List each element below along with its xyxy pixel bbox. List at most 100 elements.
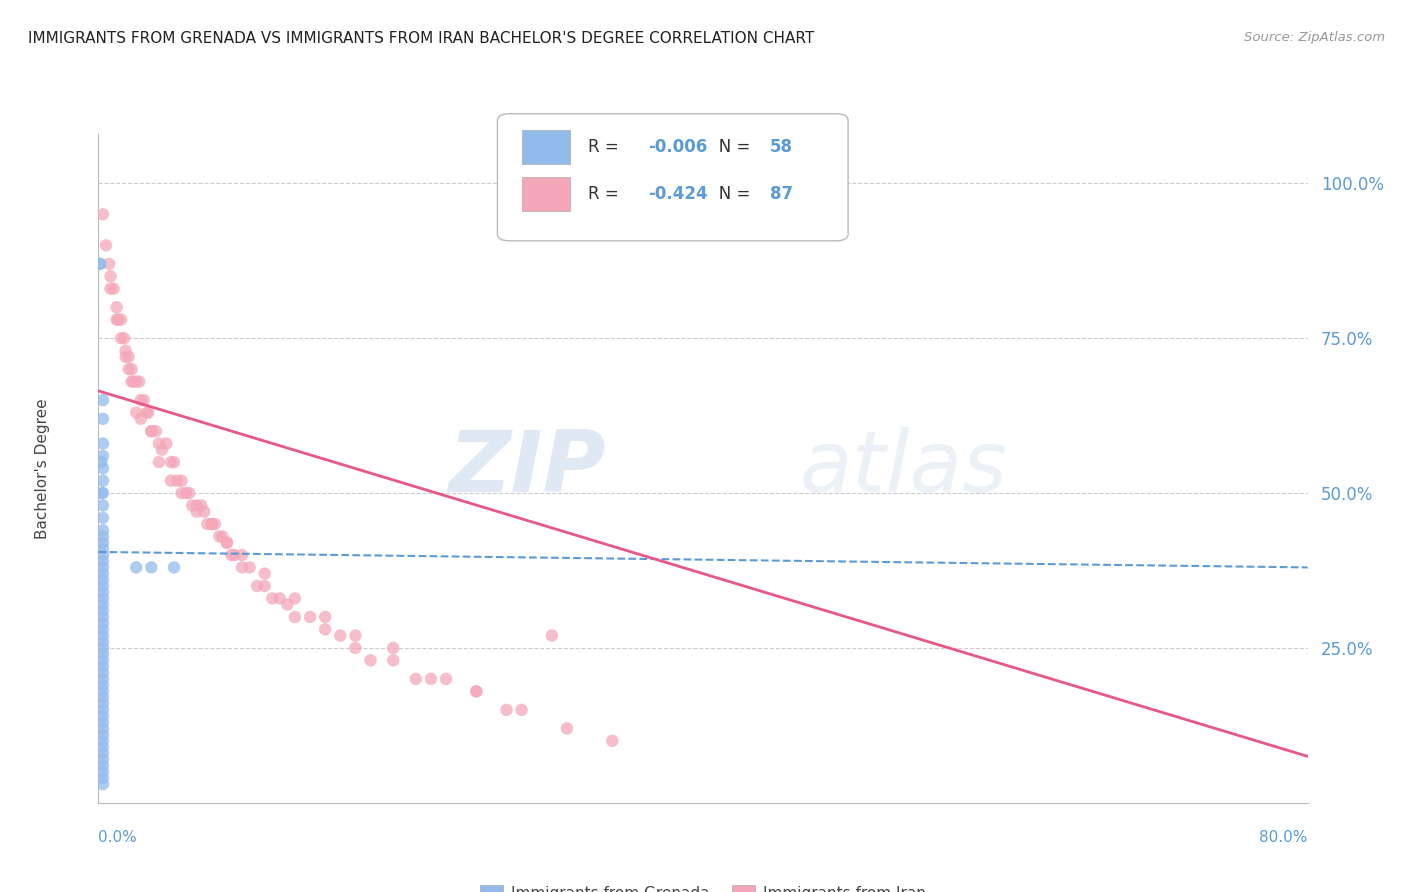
Point <box>91 715 114 730</box>
Point <box>91 764 114 779</box>
Point <box>284 591 307 606</box>
Point <box>91 560 114 574</box>
Text: 0.0%: 0.0% <box>98 830 138 845</box>
Text: 80.0%: 80.0% <box>1260 830 1308 845</box>
Text: R =: R = <box>588 138 624 156</box>
Point <box>91 709 114 723</box>
Point <box>128 375 150 389</box>
Point <box>90 455 112 469</box>
Point <box>105 312 128 326</box>
Point <box>201 517 224 532</box>
Point <box>91 752 114 766</box>
Point <box>91 734 114 748</box>
Point <box>269 591 291 606</box>
Point <box>91 436 114 450</box>
Point <box>91 598 114 612</box>
Point <box>91 499 114 513</box>
Point <box>174 486 197 500</box>
Point <box>91 566 114 581</box>
Point <box>299 610 322 624</box>
Text: R =: R = <box>588 185 624 203</box>
Y-axis label: Bachelor's Degree: Bachelor's Degree <box>35 398 51 539</box>
Point <box>91 486 114 500</box>
Point <box>91 678 114 692</box>
Point <box>91 746 114 760</box>
Point <box>91 585 114 599</box>
Point <box>107 312 129 326</box>
Point <box>91 610 114 624</box>
Point <box>344 640 367 655</box>
Text: ZIP: ZIP <box>449 426 606 510</box>
Point <box>201 517 224 532</box>
Point <box>276 598 298 612</box>
Point <box>91 535 114 549</box>
Point <box>253 579 276 593</box>
Point <box>91 411 114 425</box>
Point <box>91 665 114 680</box>
Point <box>195 517 218 532</box>
Point <box>405 672 427 686</box>
Point <box>103 282 125 296</box>
Point <box>344 629 367 643</box>
Point <box>360 653 382 667</box>
Point <box>136 406 159 420</box>
Point <box>91 647 114 661</box>
Point <box>170 474 193 488</box>
Point <box>91 548 114 562</box>
Point <box>510 703 533 717</box>
Point <box>114 343 136 358</box>
Point <box>221 548 243 562</box>
Point <box>163 560 186 574</box>
Point <box>602 734 624 748</box>
Point <box>110 312 132 326</box>
Point <box>91 697 114 711</box>
Point <box>112 331 135 345</box>
Point <box>91 207 114 221</box>
Bar <box>522 130 569 164</box>
Point <box>262 591 284 606</box>
Point <box>89 257 111 271</box>
Point <box>91 554 114 568</box>
Point <box>141 424 163 438</box>
Point <box>495 703 517 717</box>
Text: N =: N = <box>703 138 755 156</box>
Point <box>118 362 141 376</box>
Text: 87: 87 <box>769 185 793 203</box>
Point <box>125 406 148 420</box>
Point <box>91 511 114 525</box>
Text: atlas: atlas <box>800 426 1008 510</box>
Point <box>148 436 170 450</box>
Point <box>91 634 114 648</box>
Point <box>94 238 117 252</box>
Point <box>91 523 114 537</box>
Point <box>91 728 114 742</box>
Point <box>91 529 114 543</box>
Point <box>100 282 122 296</box>
Point <box>91 672 114 686</box>
Point <box>91 629 114 643</box>
Point <box>121 362 143 376</box>
Point <box>91 777 114 791</box>
Point <box>382 640 405 655</box>
Point <box>125 375 148 389</box>
Point <box>208 529 231 543</box>
Point <box>110 331 132 345</box>
Point <box>253 566 276 581</box>
Text: N =: N = <box>703 185 755 203</box>
Point <box>91 461 114 475</box>
Point <box>91 541 114 556</box>
Point <box>170 486 193 500</box>
Point <box>211 529 233 543</box>
Point <box>145 424 167 438</box>
Point <box>420 672 443 686</box>
FancyBboxPatch shape <box>498 114 848 241</box>
Point <box>155 436 177 450</box>
Point <box>160 455 183 469</box>
Point <box>91 474 114 488</box>
Point <box>122 375 145 389</box>
Point <box>465 684 488 698</box>
Point <box>314 610 336 624</box>
Point <box>204 517 226 532</box>
Point <box>91 758 114 772</box>
Point <box>89 257 111 271</box>
